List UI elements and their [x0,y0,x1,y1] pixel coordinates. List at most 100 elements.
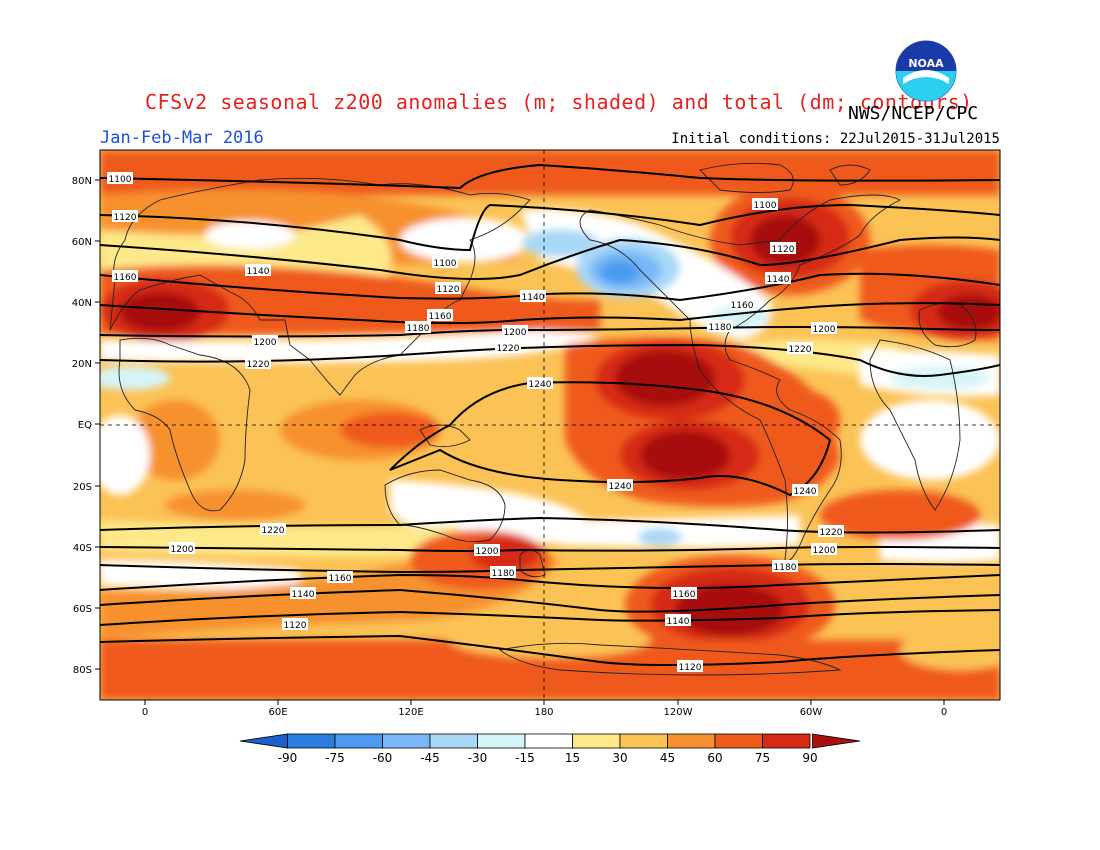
contour-label: 1120 [679,663,702,673]
contour-label-box [665,614,691,626]
contour-label: 1140 [767,275,790,285]
colorbar-label: -15 [515,751,535,765]
chart-title: CFSv2 seasonal z200 anomalies (m; shaded… [145,90,973,114]
contour-label-box [495,341,521,353]
agency-label: NWS/NCEP/CPC [848,103,979,124]
height-contours [100,163,1000,666]
contour-label-box [474,544,500,556]
colorbar-segment [429,733,478,749]
colorbar-segment [572,733,621,749]
lat-label: 40N [72,298,92,309]
contour-label-box [677,660,703,672]
season-label: Jan-Feb-Mar 2016 [100,128,264,148]
contour-label: 1200 [504,328,527,338]
lon-label: 120E [398,707,423,718]
contour-label: 1180 [492,569,515,579]
lat-label: 80S [73,665,92,676]
colorbar-segment [524,733,573,749]
anomaly-colorbar: -90 -75 -60 -45 -30 -15 15 30 45 60 75 90 [239,733,861,765]
contour-label-box [707,320,733,332]
lat-label: 80N [72,176,92,187]
colorbar-segment [762,733,811,749]
contour-label: 1220 [247,360,270,370]
colorbar-end-left [239,733,288,749]
contour-label-box [520,290,546,302]
colorbar-label: -60 [373,751,393,765]
contour-label: 1120 [437,285,460,295]
colorbar-label: 90 [802,751,817,765]
colorbar-label: 45 [660,751,675,765]
colorbar-label: 75 [755,751,770,765]
contour-label: 1160 [731,301,754,311]
colorbar-label: 15 [565,751,580,765]
contour-label-box [607,479,633,491]
contour-label-box [427,309,453,321]
contour-label: 1140 [522,293,545,303]
contour-label: 1200 [171,545,194,555]
lat-label: 20N [72,359,92,370]
contour-label-box [490,566,516,578]
contour-label-box [169,542,195,554]
noaa-logo-icon: NOAA [895,40,957,102]
lon-label: 60E [268,707,287,718]
contour-label: 1240 [794,487,817,497]
contour-label-box [772,560,798,572]
contour-label: 1160 [673,590,696,600]
lon-label: 0 [142,707,148,718]
colorbar-label: -75 [325,751,345,765]
colorbar-segment [287,733,336,749]
contour-label-box [432,256,458,268]
contour-label: 1180 [407,324,430,334]
initial-conditions-label: Initial conditions: 22Jul2015-31Jul2015 [671,131,1000,147]
contour-label-box [405,321,431,333]
contour-label-box [527,377,553,389]
contour-label-box [811,543,837,555]
contour-label-box [112,270,138,282]
contour-label: 1220 [497,344,520,354]
contour-label-box [290,587,316,599]
lat-label: 20S [73,482,92,493]
contour-label-box [252,335,278,347]
contour-label: 1220 [820,528,843,538]
colorbar-label: -45 [420,751,440,765]
contour-label-box [770,242,796,254]
contour-label: 1240 [609,482,632,492]
colorbar-label: 30 [612,751,627,765]
colorbar-segment [477,733,526,749]
contour-label: 1180 [709,323,732,333]
lat-label: 60N [72,237,92,248]
colorbar-label: -30 [468,751,488,765]
contour-label-box [260,523,286,535]
contour-label: 1200 [813,325,836,335]
contour-label: 1100 [434,259,457,269]
contour-label-box [112,210,138,222]
contour-label: 1120 [772,245,795,255]
logo-text: NOAA [908,57,944,70]
contour-label-box [107,172,133,184]
contour-label: 1100 [754,201,777,211]
contour-label: 1100 [109,175,132,185]
map-frame [99,149,1001,701]
contour-label: 1140 [667,617,690,627]
lat-label: EQ [78,420,92,431]
colorbar-segment [619,733,668,749]
colorbar-end-right [812,733,861,749]
contour-label: 1240 [529,380,552,390]
lon-label: 0 [941,707,947,718]
contour-label: 1160 [429,312,452,322]
contour-label-box [729,298,755,310]
colorbar-segment [714,733,763,749]
lon-label: 120W [664,707,693,718]
contour-label-box [502,325,528,337]
contour-label: 1140 [247,267,270,277]
contour-label-box [282,618,308,630]
contour-label: 1200 [254,338,277,348]
contour-label-box [818,525,844,537]
contour-label-group: 1100 1100 1100 1120 1120 1120 1120 1140 1140 1140… [107,172,844,673]
contour-label-box [792,484,818,496]
colorbar-segment [334,733,383,749]
contour-label: 1160 [329,574,352,584]
lat-label: 60S [73,604,92,615]
contour-label-box [752,198,778,210]
longitude-axis: 0 60E 120E 180 120W 60W 0 [142,700,947,718]
